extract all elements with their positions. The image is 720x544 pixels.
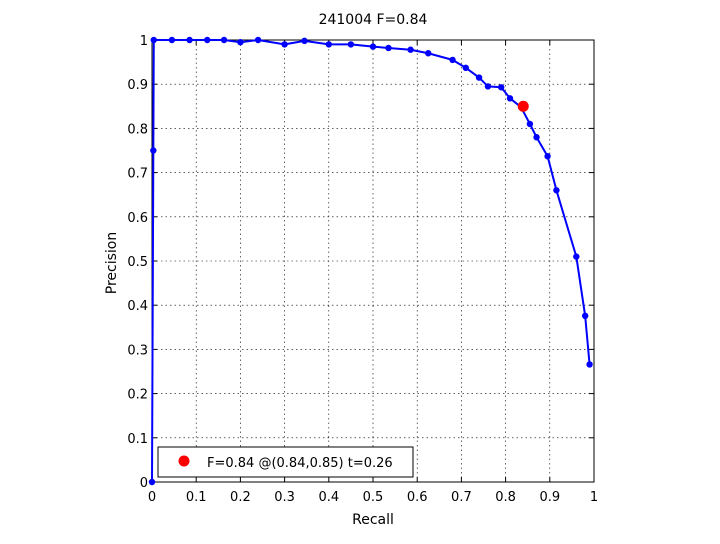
data-point <box>150 147 157 154</box>
y-tick-label: 0 <box>140 476 148 491</box>
data-point <box>301 37 308 45</box>
best-f-point <box>517 100 529 112</box>
data-point <box>586 361 593 368</box>
data-point <box>220 36 228 44</box>
chart-title: 241004 F=0.84 <box>319 12 428 28</box>
data-layer <box>148 36 593 486</box>
y-tick-label: 0.7 <box>127 167 148 182</box>
x-tick-label: 0.8 <box>495 490 516 505</box>
x-axis-label: Recall <box>352 512 394 528</box>
x-tick-label: 0.9 <box>539 490 560 505</box>
x-tick-label: 0.2 <box>230 490 251 505</box>
data-point <box>573 253 580 260</box>
y-tick-label: 1 <box>140 34 148 49</box>
data-point <box>148 478 156 486</box>
data-point <box>526 120 534 128</box>
y-axis-label: Precision <box>104 232 120 294</box>
data-point <box>462 64 470 72</box>
data-point <box>168 36 176 44</box>
legend-layer: F=0.84 @(0.84,0.85) t=0.26 <box>157 446 414 478</box>
legend-marker <box>178 455 190 467</box>
data-point <box>484 83 492 90</box>
x-tick-label: 1 <box>590 490 598 505</box>
x-tick-label: 0.5 <box>363 490 384 505</box>
data-point <box>581 312 589 320</box>
x-tick-label: 0 <box>148 490 156 505</box>
x-tick-label: 0.7 <box>451 490 472 505</box>
y-tick-label: 0.4 <box>127 299 148 314</box>
x-tick-label: 0.4 <box>318 490 339 505</box>
data-point <box>281 41 288 48</box>
data-point <box>325 41 332 48</box>
y-tick-label: 0.6 <box>127 211 148 226</box>
legend-label: F=0.84 @(0.84,0.85) t=0.26 <box>207 456 393 471</box>
y-tick-label: 0.2 <box>127 388 148 403</box>
legend-box <box>157 446 414 478</box>
x-tick-label: 0.1 <box>186 490 207 505</box>
data-point <box>506 95 514 102</box>
x-tick-label: 0.3 <box>274 490 295 505</box>
data-point <box>533 134 540 141</box>
data-point <box>475 74 483 81</box>
data-point <box>449 56 456 64</box>
y-tick-label: 0.9 <box>127 78 148 93</box>
data-point <box>369 43 377 50</box>
data-point <box>347 41 355 48</box>
ticks-layer: 0 0.1 0.2 0.3 0.4 0.5 0.6 0.7 0.8 0.9 1 0 0.1 0.2 0.3 0… <box>127 34 598 505</box>
data-point <box>407 46 414 53</box>
data-point <box>425 50 432 57</box>
data-point <box>544 153 551 160</box>
data-point <box>385 44 392 52</box>
data-point <box>497 84 505 91</box>
y-tick-label: 0.3 <box>127 343 148 358</box>
x-tick-label: 0.6 <box>407 490 428 505</box>
data-point <box>553 187 560 194</box>
data-point <box>204 36 211 44</box>
data-point <box>237 39 244 46</box>
data-point <box>186 36 193 44</box>
y-tick-label: 0.1 <box>127 432 148 447</box>
grid-layer <box>152 40 594 482</box>
y-tick-label: 0.5 <box>127 255 148 270</box>
data-point <box>254 36 262 44</box>
data-point <box>150 36 157 44</box>
y-tick-label: 0.8 <box>127 122 148 137</box>
